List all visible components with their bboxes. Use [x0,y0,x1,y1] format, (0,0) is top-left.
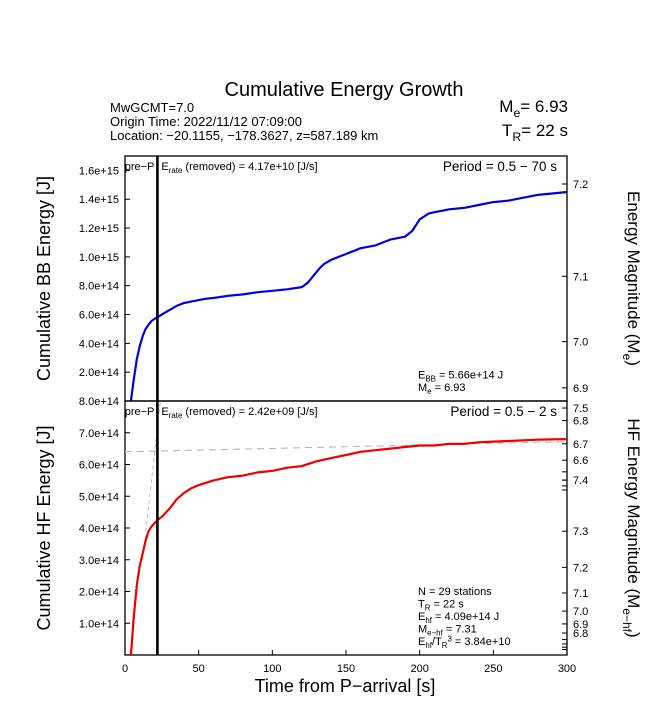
hf-pre-p-label: pre−P [125,406,155,418]
bb-plot-frame [124,155,568,402]
hf-left-tick-label: 7.0e+14 [79,428,119,440]
bb-energy-line [129,190,568,402]
bb-left-tick-label: 6.0e+14 [79,310,119,322]
x-axis: 0 50 100 150 200 250 300 [122,650,576,675]
bb-right-tick-label: 6.9 [573,383,588,395]
bb-left-tick-label: 1.4e+15 [79,194,119,206]
x-tick-label: 50 [193,663,205,675]
hf-left-tick-label: 3.0e+14 [79,555,119,567]
bb-ylabel-left: Cumulative BB Energy [J] [34,176,54,381]
bb-right-tick-label: 6.7 [573,439,588,451]
bb-right-tick-label: 6.6 [573,455,588,467]
hf-left-tick-label: 6.0e+14 [79,460,119,472]
hf-right-tick-label: 7.0 [573,606,588,618]
chart-title: Cumulative Energy Growth [225,79,464,101]
header-tr-value: TR= 22 s [502,121,568,144]
hf-right-tick-label: 7.3 [573,526,588,538]
hf-period-label: Period = 0.5 − 2 s [450,404,557,419]
hf-left-tick-label: 8.0e+14 [79,396,119,408]
hf-left-tick-label: 4.0e+14 [79,523,119,535]
bb-annotation: EBB = 5.66e+14 J [418,370,503,384]
header-me-value: Me= 6.93 [499,97,568,120]
event-line-1: MwGCMT=7.0 [110,100,194,115]
hf-right-tick-label: 6.8 [573,628,588,640]
hf-left-tick-label: 5.0e+14 [79,491,119,503]
event-line-2: Origin Time: 2022/11/12 07:09:00 [110,114,302,129]
bb-left-tick-label: 2.0e+14 [79,367,119,379]
x-tick-label: 250 [484,663,502,675]
bb-annotation: Me = 6.93 [418,382,466,396]
hf-erate-label: Erate (removed) = 2.42e+09 [J/s] [161,406,317,420]
x-tick-label: 200 [410,663,428,675]
hf-right-tick-label: 6.9 [573,619,588,631]
hf-right-tick-label: 7.1 [573,588,588,600]
hf-right-tick-label: 7.4 [573,475,588,487]
x-tick-label: 100 [263,663,281,675]
bb-right-tick-label: 7.0 [573,337,588,349]
hf-annotation: TR = 22 s [418,599,464,613]
bb-left-tick-label: 8.0e+14 [79,281,119,293]
hf-ylabel-left: Cumulative HF Energy [J] [34,425,54,630]
bb-left-tick-label: 1.6e+15 [79,165,119,177]
bb-period-label: Period = 0.5 − 70 s [443,159,557,174]
x-tick-label: 150 [337,663,355,675]
bb-right-tick-label: 6.8 [573,416,588,428]
bb-left-tick-label: 1.0e+15 [79,252,119,264]
hf-right-tick-label: 7.5 [573,403,588,415]
hf-plot-frame [124,400,568,656]
bb-right-tick-label: 7.2 [573,179,588,191]
hf-ylabel-right: HF Energy Magnitude (Me−hf) [620,418,643,637]
bb-ylabel-right: Energy Magnitude (Me) [620,191,643,366]
bb-right-tick-label: 7.1 [573,271,588,283]
hf-energy-panel: 1.0e+14 2.0e+14 3.0e+14 4.0e+14 5.0e+14 6.0e+… [34,396,643,656]
hf-energy-line [129,438,568,656]
bb-energy-panel: 2.0e+14 4.0e+14 6.0e+14 8.0e+14 1.0e+15 1.2e+… [34,155,643,491]
hf-dashed-guide [124,441,568,453]
hf-left-tick-label: 1.0e+14 [79,618,119,630]
x-tick-label: 300 [558,663,576,675]
hf-annotation: N = 29 stations [418,586,492,598]
bb-left-tick-label: 1.2e+15 [79,223,119,235]
hf-annotation: Ehf = 4.09e+14 J [418,611,499,625]
hf-annotation: Me−hf = 7.31 [418,624,477,638]
hf-annotation: Ehf/TR3 = 3.84e+10 [418,634,511,650]
hf-right-tick-label: 7.2 [573,562,588,574]
bb-erate-label: Erate (removed) = 4.17e+10 [J/s] [161,161,317,175]
x-tick-label: 0 [122,663,128,675]
x-axis-label: Time from P−arrival [s] [255,676,436,696]
event-line-3: Location: −20.1155, −178.3627, z=587.189… [110,128,378,143]
bb-left-tick-label: 4.0e+14 [79,338,119,350]
hf-left-tick-label: 2.0e+14 [79,587,119,599]
bb-pre-p-label: pre−P [125,161,155,173]
